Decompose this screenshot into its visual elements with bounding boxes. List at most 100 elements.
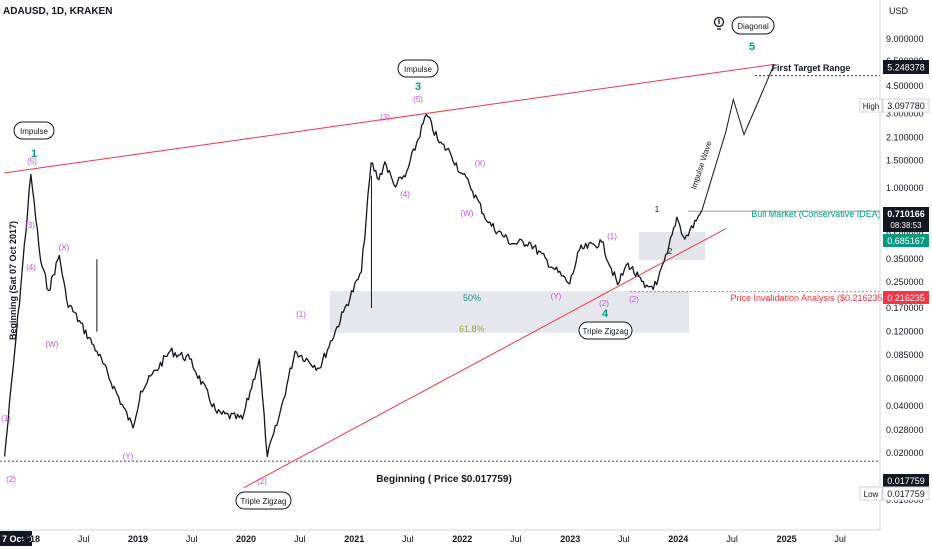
- minor-wave-label: (X): [475, 159, 486, 168]
- minor-wave-label: (1): [296, 310, 306, 319]
- x-tick-label: Jul: [834, 534, 846, 544]
- minor-wave-label: (2): [599, 299, 609, 308]
- minor-wave-label: (X): [59, 243, 70, 252]
- svg-text:0.216235: 0.216235: [887, 293, 925, 303]
- minor-wave-label: (4): [400, 190, 410, 199]
- wave-4-label: 4: [602, 308, 609, 320]
- svg-text:Impulse: Impulse: [20, 127, 49, 136]
- fib-50-label: 50%: [463, 293, 481, 303]
- y-tick-label: 0.040000: [886, 401, 924, 411]
- svg-text:3.097780: 3.097780: [887, 101, 925, 111]
- minor-wave-label: (4): [26, 263, 36, 272]
- x-date-badge: [0, 531, 32, 546]
- wave-3-label: 3: [415, 81, 421, 93]
- minor-wave-label: 2: [668, 247, 673, 256]
- callout-bubbles: Impulse Impulse Diagonal Triple Zigzag T…: [13, 16, 775, 510]
- y-axis-title: Beginning (Sat 07 Oct 2017): [8, 221, 18, 340]
- x-tick-label: 2020: [236, 534, 256, 544]
- svg-text:0.017759: 0.017759: [887, 476, 925, 486]
- invalidation-label: Price Invalidation Analysis ($0.216235): [730, 293, 885, 303]
- svg-text:0.017759: 0.017759: [887, 489, 925, 499]
- callout-triple-zigzag-2020: Triple Zigzag: [235, 491, 292, 510]
- x-tick-label: 7 Oct '17: [2, 534, 39, 544]
- projection-line: [701, 64, 775, 212]
- symbol-title: ADAUSD, 1D, KRAKEN: [3, 6, 112, 17]
- lower-trendline: [243, 228, 727, 489]
- x-tick-label: Jul: [618, 534, 630, 544]
- minor-wave-label: (W): [46, 340, 59, 349]
- trendlines: [4, 63, 775, 489]
- wave-labels: 1 3 4 5 (1) (2) (3) (4) (5) (W) (X) (Y) …: [1, 41, 755, 486]
- y-tick-label: 0.120000: [886, 327, 924, 337]
- x-tick-label: 2022: [452, 534, 472, 544]
- wave-1-label: 1: [31, 148, 37, 160]
- y-tick-label: 0.085000: [886, 350, 924, 360]
- svg-text:Impulse: Impulse: [404, 65, 433, 74]
- first-target-label: First Target Range: [772, 63, 851, 73]
- minor-wave-label: (3): [380, 113, 390, 122]
- lightbulb-icon: [713, 16, 725, 30]
- y-tick-label: 2.100000: [886, 133, 924, 143]
- x-tick-label: 2019: [128, 534, 148, 544]
- svg-text:High: High: [863, 102, 879, 111]
- y-tick-label: 1.000000: [886, 183, 924, 193]
- fib-618-label: 61.8%: [459, 324, 485, 334]
- x-tick-label: Jul: [726, 534, 738, 544]
- beginning-badge: 0.017759: [883, 474, 929, 487]
- first-target-badge: 5.248378: [883, 60, 929, 74]
- minor-wave-label: (5): [27, 157, 37, 166]
- x-tick-label: Jul: [186, 534, 198, 544]
- y-tick-label: 3.000000: [886, 109, 924, 119]
- minor-wave-label: 1: [655, 205, 660, 214]
- upper-trendline: [4, 63, 775, 174]
- projection-path: [701, 64, 775, 212]
- svg-text:0.710166: 0.710166: [887, 209, 925, 219]
- callout-impulse-3: Impulse: [397, 59, 439, 78]
- price-badges: 5.248378 3.097780 High 0.710166 08:38:53…: [859, 60, 930, 501]
- currency-label: USD: [889, 6, 909, 16]
- bull-market-label: Bull Market (Conservative IDEA): [751, 209, 881, 219]
- minor-wave-label: (Y): [551, 292, 562, 301]
- minor-wave-label: (1): [607, 232, 617, 241]
- ma-badge: 0.685167: [883, 234, 929, 247]
- callout-impulse-1: Impulse: [13, 121, 55, 140]
- minor-wave-label: (Y): [123, 452, 134, 461]
- y-tick-label: 0.350000: [886, 254, 924, 264]
- x-tick-label: 2024: [668, 534, 688, 544]
- x-tick-label: 2023: [560, 534, 580, 544]
- low-badge: 0.017759 Low: [859, 486, 930, 501]
- wave-5-label: 5: [749, 41, 755, 53]
- minor-wave-label: (W): [461, 209, 474, 218]
- x-tick-label: Jul: [402, 534, 414, 544]
- price-series: [3, 113, 703, 458]
- y-tick-label: 0.250000: [886, 277, 924, 287]
- y-tick-label: 4.500000: [886, 81, 924, 91]
- minor-wave-label: (2): [629, 295, 639, 304]
- svg-text:Triple Zigzag: Triple Zigzag: [241, 497, 287, 506]
- minor-wave-label: (2): [257, 477, 267, 486]
- invalidation-badge: 0.216235: [883, 291, 929, 304]
- beginning-label: Beginning ( Price $0.017759): [376, 474, 512, 485]
- y-tick-label: 1.500000: [886, 156, 924, 166]
- svg-text:5.248378: 5.248378: [887, 63, 925, 73]
- svg-text:Low: Low: [864, 490, 879, 499]
- x-tick-label: Jul: [78, 534, 90, 544]
- callout-diagonal: Diagonal: [731, 16, 775, 35]
- y-tick-label: 0.028000: [886, 425, 924, 435]
- svg-text:0.685167: 0.685167: [887, 236, 925, 246]
- callout-triple-zigzag-2023: Triple Zigzag: [578, 321, 633, 340]
- x-tick-label: Jul: [510, 534, 522, 544]
- minor-wave-label: (1): [1, 414, 11, 423]
- current-price-badge: 0.710166 08:38:53: [883, 207, 929, 232]
- minor-wave-label: (3): [25, 221, 35, 230]
- svg-text:Triple Zigzag: Triple Zigzag: [583, 327, 629, 336]
- level-lines: [0, 75, 880, 462]
- y-tick-label: 0.170000: [886, 303, 924, 313]
- minor-wave-label: (5): [413, 95, 423, 104]
- price-line: [3, 113, 703, 458]
- x-tick-label: 2021: [344, 534, 364, 544]
- y-tick-label: 0.060000: [886, 374, 924, 384]
- x-tick-label: Jul: [294, 534, 306, 544]
